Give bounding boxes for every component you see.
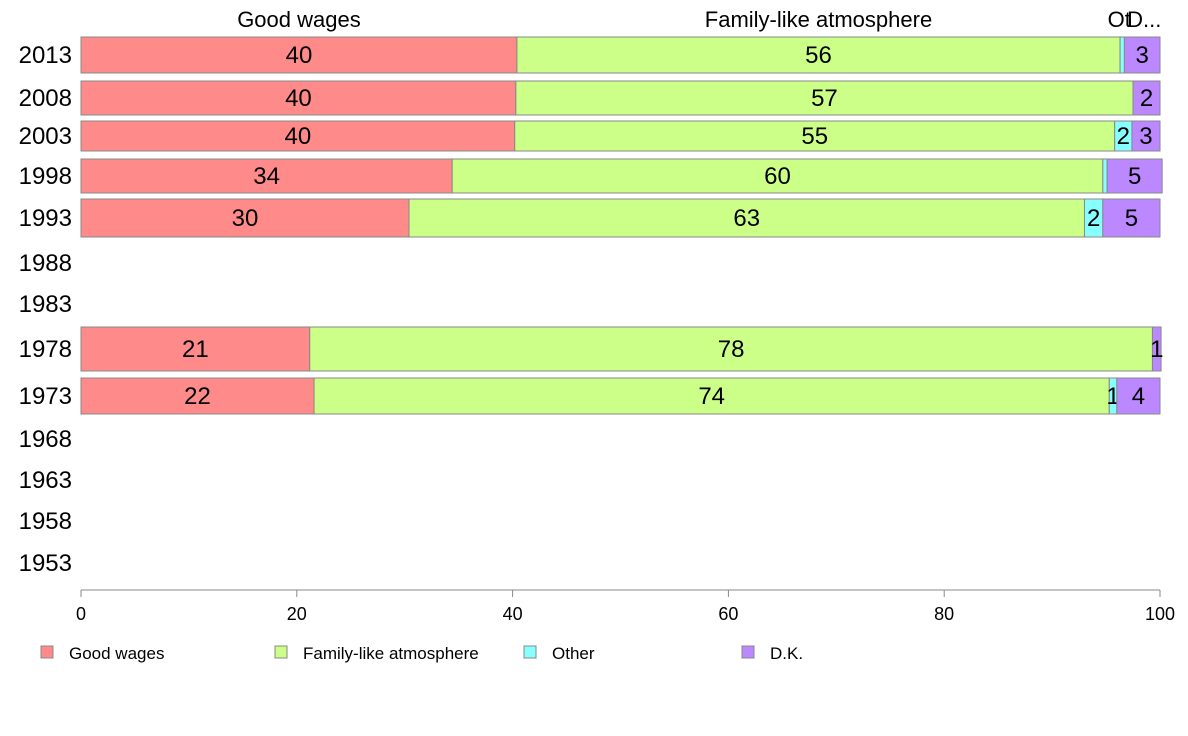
bar-label-2003-2: 2: [1117, 123, 1130, 150]
year-label-2013: 2013: [19, 42, 72, 69]
year-label-2003: 2003: [19, 123, 72, 150]
legend-label-0: Good wages: [69, 644, 164, 663]
bar-label-1973-1: 74: [698, 383, 725, 410]
year-label-1983: 1983: [19, 291, 72, 318]
bar-label-2003-1: 55: [801, 123, 828, 150]
bar-label-1998-1: 60: [764, 163, 791, 190]
bar-2003-1: [514, 120, 1116, 152]
bar-label-2008-1: 57: [811, 85, 838, 112]
year-label-1978: 1978: [19, 336, 72, 363]
top-label-0: Good wages: [237, 7, 361, 32]
x-tick-label-100: 100: [1145, 604, 1175, 624]
bar-label-2008-0: 40: [285, 85, 312, 112]
bar-label-2013-0: 40: [286, 42, 313, 69]
legend-swatch-2: [523, 645, 537, 659]
year-label-1998: 1998: [19, 163, 72, 190]
top-labels: Good wages Family-like atmosphere OtD...: [237, 7, 1161, 32]
bar-2003-3: [1131, 120, 1161, 152]
year-label-1968: 1968: [19, 426, 72, 453]
bar-label-1973-0: 22: [184, 383, 211, 410]
bar-label-1993-3: 5: [1125, 205, 1138, 232]
bar-label-2003-0: 40: [285, 123, 312, 150]
bar-2003-0: [80, 120, 516, 152]
bar-1978-0: [80, 326, 311, 372]
year-label-1963: 1963: [19, 467, 72, 494]
bar-2013-3: [1123, 36, 1161, 74]
bar-2013-2: [1119, 36, 1125, 74]
legend-swatch-3: [741, 645, 755, 659]
bar-label-1998-3: 5: [1128, 163, 1141, 190]
year-labels: 2013 2008 2003 1998 1993 1988 1983 1978 1973 1968…: [19, 42, 72, 577]
x-tick-label-40: 40: [503, 604, 523, 624]
x-tick-label-0: 0: [76, 604, 86, 624]
year-label-1993: 1993: [19, 205, 72, 232]
bar-label-2013-3: 3: [1136, 42, 1149, 69]
legend-label-1: Family-like atmosphere: [303, 644, 479, 663]
bar-1993-3: [1102, 198, 1161, 238]
bar-1993-1: [408, 198, 1085, 238]
bar-1998-1: [451, 158, 1104, 194]
year-label-1953: 1953: [19, 550, 72, 577]
bar-label-1978-3: 1: [1150, 336, 1163, 363]
year-label-1958: 1958: [19, 508, 72, 535]
bar-2008-3: [1132, 80, 1161, 116]
year-label-1973: 1973: [19, 383, 72, 410]
legend-label-2: Other: [552, 644, 595, 663]
year-label-1988: 1988: [19, 250, 72, 277]
legend-swatch-0: [40, 645, 54, 659]
x-tick-label-80: 80: [934, 604, 954, 624]
legend-swatch-1: [274, 645, 288, 659]
bar-label-1993-0: 30: [232, 205, 259, 232]
top-label-1: Family-like atmosphere: [705, 7, 932, 32]
top-label-2: Ot: [1108, 7, 1131, 32]
x-tick-label-20: 20: [287, 604, 307, 624]
bar-1973-1: [313, 377, 1110, 415]
bar-label-2003-3: 3: [1139, 123, 1152, 150]
bar-label-1998-0: 34: [253, 163, 280, 190]
legend-label-3: D.K.: [770, 644, 803, 663]
bar-label-1993-1: 63: [733, 205, 760, 232]
bar-label-2013-1: 56: [805, 42, 832, 69]
year-label-2008: 2008: [19, 85, 72, 112]
legend: Good wages Family-like atmosphere Other D.K…: [40, 644, 803, 663]
bar-label-1978-0: 21: [182, 336, 209, 363]
bar-1998-0: [80, 158, 453, 194]
bar-label-1973-3: 4: [1132, 383, 1145, 410]
bar-label-2008-3: 2: [1140, 85, 1153, 112]
x-axis: 0 20 40 60 80 100: [76, 589, 1175, 624]
top-label-3: D...: [1127, 7, 1161, 32]
x-tick-label-60: 60: [718, 604, 738, 624]
bar-2008-1: [515, 80, 1134, 116]
bar-label-1993-2: 2: [1087, 205, 1100, 232]
bar-2013-1: [516, 36, 1121, 74]
bar-1998-2: [1102, 158, 1108, 194]
bars: 40 56 340 57 240 55 2 334 60 530 63 2 521 78 122 74 1 4: [80, 36, 1163, 415]
bar-1978-1: [309, 326, 1153, 372]
bar-1973-0: [80, 377, 315, 415]
bar-1973-3: [1116, 377, 1161, 415]
bar-1998-3: [1106, 158, 1163, 194]
bar-1978-3: [1151, 326, 1162, 372]
bar-label-1978-1: 78: [718, 336, 745, 363]
